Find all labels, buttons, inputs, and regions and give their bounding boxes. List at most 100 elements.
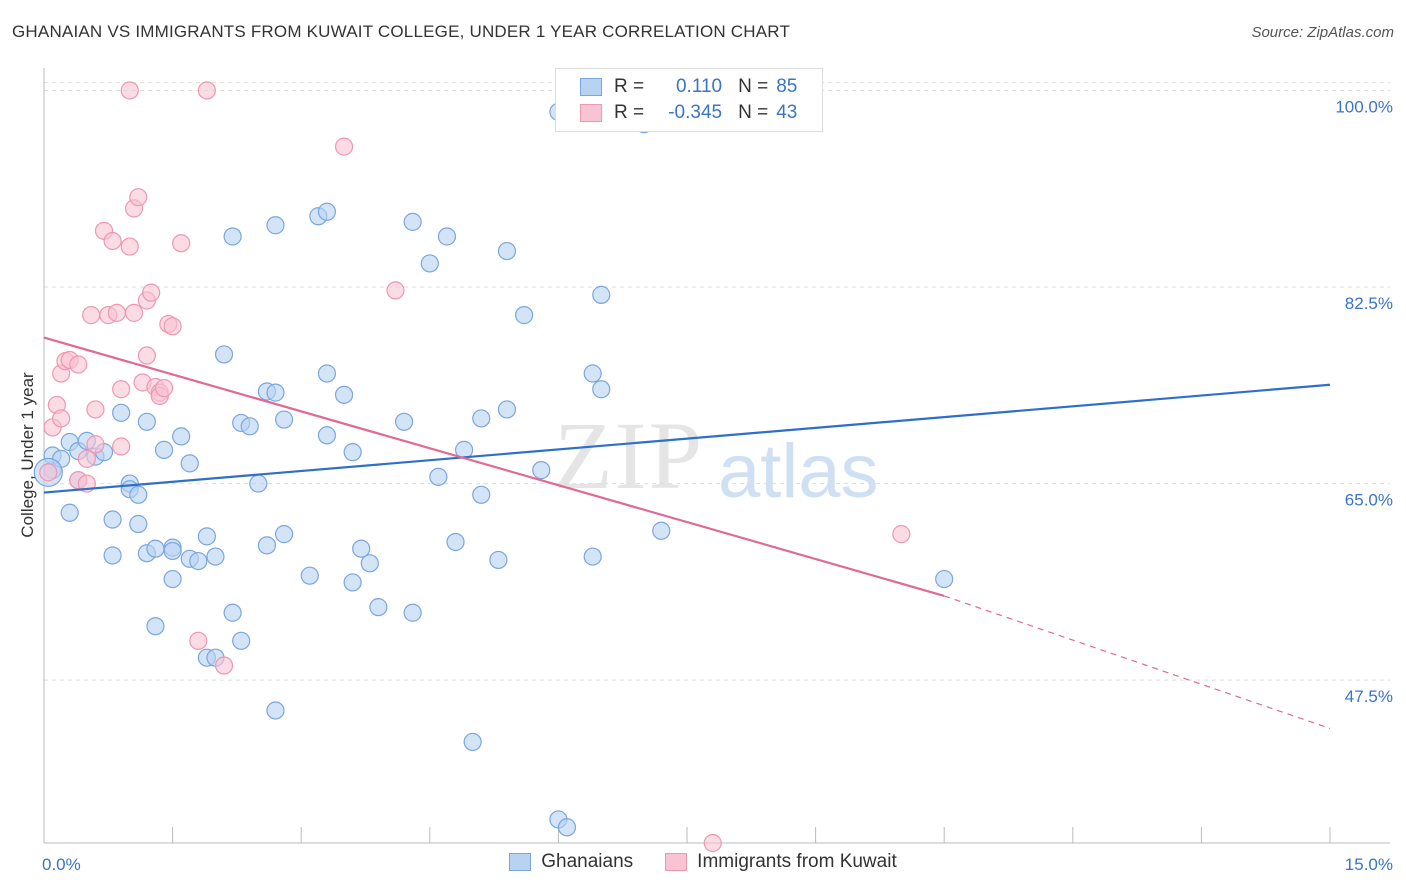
ghanaian-point — [334, 385, 354, 404]
ghanaian-point — [592, 380, 611, 399]
stats-r-value: -0.345 — [668, 102, 723, 123]
ghanaian-point — [266, 216, 285, 235]
kuwait-point — [112, 380, 131, 399]
ghanaian-point — [163, 541, 182, 561]
ghanaian-point — [197, 527, 216, 546]
ghanaian-point — [146, 617, 165, 636]
ghanaian-point — [189, 551, 208, 571]
ghanaian-point — [489, 550, 508, 570]
stats-r-value: 0.110 — [675, 76, 723, 97]
ghanaian-point — [206, 547, 225, 566]
stats-n-label: N = — [738, 76, 769, 97]
legend-item-ghanaians[interactable]: Ghanaians — [509, 851, 633, 873]
watermark-atlas: atlas — [718, 429, 879, 514]
kuwait-point — [52, 409, 71, 428]
ghanaian-point — [223, 603, 242, 622]
ghanaian-point — [394, 412, 414, 431]
ghanaian-point — [472, 485, 491, 504]
y-tick-label: 47.5% — [1345, 687, 1393, 706]
kuwait-point — [120, 81, 139, 100]
ghanaian-point — [360, 554, 379, 573]
kuwait-point — [124, 303, 144, 322]
stats-row-kuwait: R = -0.345 N = 43 — [580, 100, 797, 126]
ghanaian-point — [652, 521, 671, 540]
ghanaian-point — [446, 532, 465, 552]
legend-item-kuwait[interactable]: Immigrants from Kuwait — [665, 851, 897, 873]
ghanaian-point — [497, 400, 517, 419]
ghanaian-trend-line — [43, 383, 1331, 494]
x-tick-label: 0.0% — [42, 855, 81, 874]
legend: Ghanaians Immigrants from Kuwait — [0, 851, 1406, 873]
ghanaian-point — [103, 510, 122, 529]
ghanaian-point — [146, 539, 165, 558]
stats-swatch-pink — [580, 104, 602, 122]
ghanaian-point — [214, 345, 234, 364]
stats-n-value: 85 — [776, 76, 798, 97]
kuwait-point — [189, 631, 208, 650]
ghanaian-point — [300, 566, 319, 585]
kuwait-point — [197, 81, 216, 100]
kuwait-point — [103, 231, 122, 251]
source-label: Source: ZipAtlas.com — [1251, 24, 1394, 41]
ghanaian-point — [172, 427, 191, 446]
kuwait-point — [137, 346, 156, 365]
ghanaian-point — [497, 241, 517, 261]
ghanaian-point — [274, 525, 294, 544]
ghanaian-point — [240, 417, 259, 436]
kuwait-point — [892, 525, 911, 544]
ghanaian-point — [403, 212, 422, 231]
kuwait-point — [214, 656, 234, 675]
ghanaian-point — [463, 732, 482, 752]
ghanaian-point — [437, 227, 457, 246]
ghanaian-point — [257, 536, 277, 555]
kuwait-point — [703, 833, 722, 853]
kuwait-point — [120, 237, 139, 256]
x-tick-label: 15.0% — [1345, 855, 1393, 874]
ghanaian-point — [343, 573, 362, 592]
kuwait-point — [86, 400, 105, 419]
ghanaian-point — [583, 547, 602, 566]
ghanaian-point — [420, 254, 439, 273]
legend-label-ghanaians: Ghanaians — [541, 851, 634, 872]
kuwait-point — [82, 306, 101, 325]
ghanaian-point — [317, 202, 337, 221]
ghanaian-point — [352, 539, 371, 558]
kuwait-point — [69, 355, 88, 374]
kuwait-point — [39, 463, 58, 482]
kuwait-trend-extension — [944, 595, 1331, 730]
ghanaian-point — [592, 285, 611, 304]
kuwait-point — [163, 317, 182, 336]
stats-box: R = 0.110 N = 85 R = -0.345 N = 43 — [555, 68, 823, 132]
y-tick-label: 82.5% — [1345, 294, 1393, 313]
ghanaian-point — [343, 443, 362, 462]
ghanaian-point — [223, 227, 242, 246]
ghanaian-point — [266, 383, 285, 402]
legend-label-kuwait: Immigrants from Kuwait — [697, 851, 897, 872]
kuwait-point — [142, 283, 161, 302]
stats-n-label: N = — [738, 102, 769, 123]
ghanaian-point — [403, 603, 422, 622]
ghanaian-point — [317, 364, 337, 383]
ghanaian-point — [60, 503, 79, 522]
kuwait-point — [334, 137, 354, 156]
stats-r-label: R = — [614, 76, 645, 97]
ghanaian-point — [129, 514, 148, 534]
ghanaian-point — [163, 569, 182, 589]
ghanaian-point — [935, 569, 954, 589]
kuwait-trend-line — [43, 336, 945, 597]
y-tick-label: 100.0% — [1335, 97, 1393, 116]
stats-r-label: R = — [614, 102, 645, 123]
kuwait-point — [77, 449, 96, 468]
kuwait-point — [172, 234, 191, 253]
kuwait-point — [107, 303, 126, 322]
stats-swatch-blue — [580, 78, 602, 96]
ghanaian-point — [472, 409, 491, 428]
ghanaian-point — [249, 474, 268, 493]
ghanaian-point — [112, 403, 131, 422]
ghanaian-point — [317, 426, 337, 445]
ghanaian-point — [137, 412, 156, 431]
kuwait-point — [112, 437, 131, 456]
kuwait-point — [86, 435, 105, 454]
ghanaian-point — [266, 701, 285, 720]
